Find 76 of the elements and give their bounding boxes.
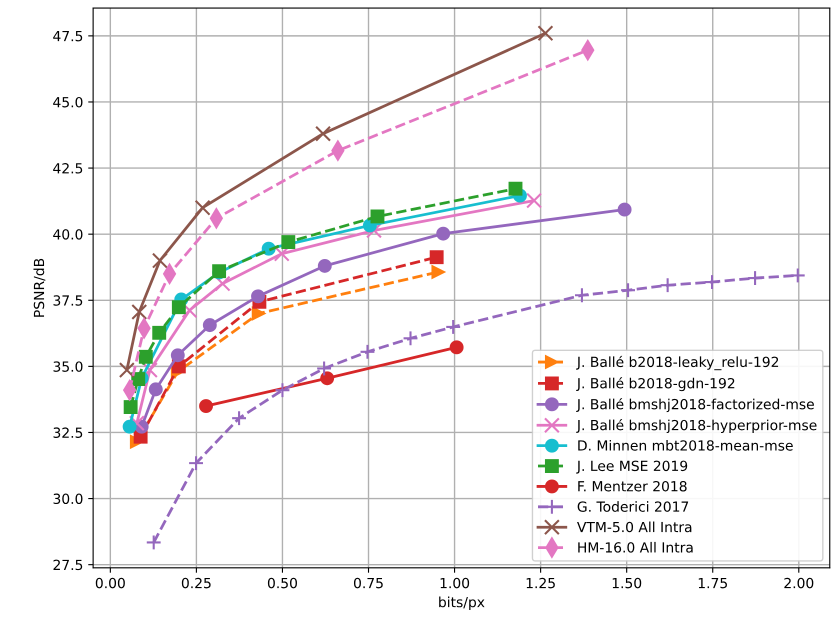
point: [359, 344, 376, 360]
point: [170, 348, 185, 362]
point: [747, 270, 764, 286]
point: [450, 340, 464, 354]
point: [402, 330, 418, 346]
point: [152, 252, 168, 269]
x-axis-title: bits/px: [439, 596, 485, 610]
legend-label: J. Ballé b2018-gdn-192: [576, 377, 734, 392]
point: [214, 276, 231, 292]
point: [122, 420, 137, 434]
point: [445, 318, 462, 335]
legend-label: J. Ballé bmshj2018-factorized-mse: [576, 398, 814, 412]
legend-label: J. Lee MSE 2019: [576, 460, 688, 474]
legend-label: G. Toderici 2017: [578, 501, 688, 512]
y-tick-label: 45.0: [53, 96, 82, 108]
point: [251, 289, 265, 304]
x-tick-label: 0.75: [354, 578, 383, 588]
x-tick-label: 0.25: [182, 578, 211, 588]
x-tick-label: 1.50: [612, 578, 642, 588]
point: [315, 126, 332, 142]
point: [128, 415, 145, 432]
legend-label: J. Ballé b2018-leaky_relu-192: [576, 356, 778, 370]
point: [252, 306, 266, 320]
y-tick-label: 40.0: [53, 229, 82, 240]
point: [508, 182, 522, 196]
point: [660, 277, 676, 294]
legend-label: J. Ballé bmshj2018-hyperprior-mse: [576, 419, 817, 434]
y-tick-label: 42.5: [53, 163, 82, 174]
y-tick-label: 32.5: [54, 427, 82, 438]
legend-label: D. Minnen mbt2018-mean-mse: [578, 440, 793, 451]
point: [430, 250, 444, 264]
point: [202, 318, 217, 332]
point: [124, 400, 138, 414]
point: [436, 226, 450, 241]
point: [146, 534, 162, 550]
y-axis-title: PSNR/dB: [33, 258, 46, 317]
legend-label: VTM-5.0 All Intra: [577, 522, 692, 532]
legend-label: HM-16.0 All Intra: [578, 542, 693, 553]
x-tick-label: 2.00: [784, 578, 814, 588]
point: [148, 382, 163, 396]
point: [274, 382, 290, 398]
point: [316, 360, 332, 376]
point: [790, 267, 806, 284]
point: [281, 235, 296, 250]
point: [526, 192, 542, 209]
y-tick-label: 27.5: [54, 560, 82, 570]
point: [142, 362, 158, 378]
x-tick-label: 1.00: [440, 578, 470, 588]
point: [537, 25, 554, 42]
legend-label: F. Mentzer 2018: [578, 480, 687, 492]
point: [118, 362, 135, 378]
point: [320, 371, 334, 386]
x-tick-label: 0.50: [268, 578, 297, 588]
x-tick-label: 1.25: [526, 578, 555, 588]
x-tick-label: 1.75: [698, 578, 727, 588]
point: [704, 274, 720, 290]
point: [182, 302, 198, 318]
point: [574, 287, 590, 304]
y-tick-label: 35.0: [54, 361, 82, 372]
point: [231, 410, 248, 426]
point: [138, 350, 153, 364]
y-tick-label: 30.0: [54, 494, 82, 504]
point: [199, 399, 213, 413]
point: [620, 282, 636, 298]
point: [318, 258, 332, 273]
point: [152, 326, 166, 340]
point: [188, 455, 204, 472]
point: [194, 200, 211, 216]
point: [431, 265, 446, 279]
point: [172, 300, 186, 314]
point: [370, 210, 384, 224]
x-tick-label: 0.00: [96, 578, 125, 588]
y-tick-label: 47.5: [53, 31, 82, 42]
y-tick-label: 37.5: [54, 295, 82, 306]
point: [131, 304, 148, 320]
point: [618, 202, 632, 217]
